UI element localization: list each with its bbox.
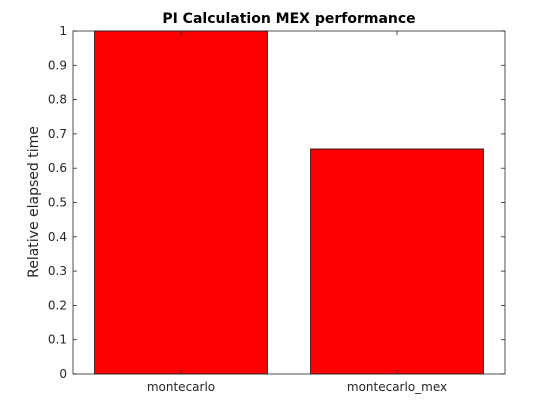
plot-area: montecarlo montecarlo_mex 0 0.1 0.2 0.3 0.4 0.5… (48, 24, 506, 394)
y-tick-label: 0.6 (48, 161, 67, 175)
bar-montecarlo-mex (310, 148, 484, 375)
y-tick-label: 1 (59, 24, 67, 38)
y-tick-label: 0 (59, 367, 67, 381)
y-axis-title: Relative elapsed time (26, 126, 42, 278)
y-tick-label: 0.4 (48, 230, 67, 244)
y-tick-label: 0.8 (48, 93, 67, 107)
y-tick-label: 0.2 (48, 298, 67, 312)
y-tick-label: 0.7 (48, 127, 67, 141)
axes-frame (72, 30, 506, 375)
y-tick-label: 0.9 (48, 58, 67, 72)
y-tick-label: 0.3 (48, 264, 67, 278)
x-tick-label: montecarlo (147, 380, 215, 394)
y-tick-label: 0.1 (48, 333, 67, 347)
x-tick-label: montecarlo_mex (347, 380, 447, 394)
bar-montecarlo (94, 30, 268, 375)
y-tick-label: 0.5 (48, 196, 67, 210)
chart-title: PI Calculation MEX performance (162, 11, 415, 27)
